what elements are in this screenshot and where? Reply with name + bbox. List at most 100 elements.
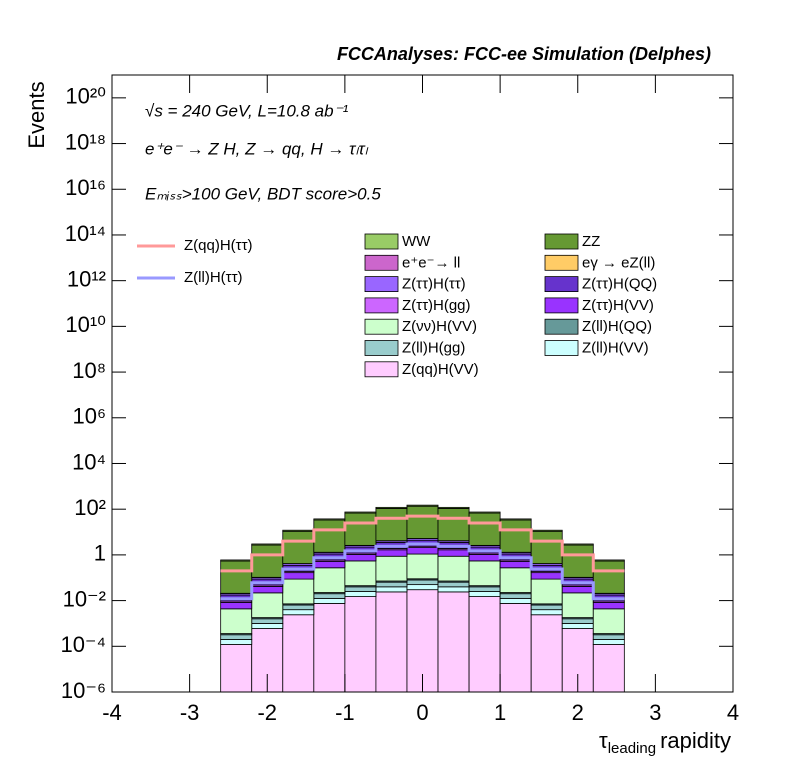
histogram-bar <box>437 586 470 593</box>
histogram-bar <box>406 504 439 507</box>
histogram-bar <box>220 634 253 640</box>
histogram-bar <box>437 591 470 693</box>
histogram-bar <box>313 519 346 553</box>
histogram-bar <box>468 560 501 587</box>
histogram-bar <box>282 572 315 580</box>
y-tick-label: 10⁻⁶ <box>61 678 106 703</box>
y-tick-label: 10²⁰ <box>65 84 106 109</box>
histogram-bar <box>251 585 284 594</box>
histogram-bar <box>468 554 501 562</box>
histogram-bar <box>344 554 377 562</box>
histogram-bar <box>468 591 501 597</box>
histogram-bar <box>375 506 408 509</box>
histogram-bar <box>282 604 315 611</box>
x-tick-label: 0 <box>416 700 428 725</box>
histogram-bar <box>251 592 284 619</box>
histogram-bar <box>220 601 253 610</box>
y-tick-label: 10² <box>74 495 106 520</box>
histogram-bar <box>282 529 315 532</box>
histogram-bar <box>530 529 563 532</box>
histogram-bar <box>313 597 346 604</box>
histogram-bar <box>530 530 563 564</box>
histogram-bar <box>406 505 439 539</box>
legend-swatch <box>544 297 579 314</box>
histogram-bar <box>530 609 563 616</box>
legend-label: Z(ττ)H(gg) <box>402 297 471 314</box>
histogram-bar <box>344 596 377 693</box>
y-tick-label: 10¹⁰ <box>65 312 106 337</box>
histogram-bar <box>375 555 408 582</box>
histogram-bar <box>406 547 439 555</box>
y-tick-label: 10¹⁶ <box>65 175 106 200</box>
x-label-text: rapidity <box>660 728 731 753</box>
histogram-bar <box>282 578 315 605</box>
x-axis-label: τleading rapidity <box>599 728 731 757</box>
histogram-bar <box>592 634 625 640</box>
histogram-bar <box>375 508 408 542</box>
x-label-symbol: τ <box>599 728 608 753</box>
annotation: √s = 240 GeV, L=10.8 ab⁻¹ <box>145 101 349 120</box>
histogram-bar <box>282 530 315 564</box>
histogram-bar <box>499 519 532 553</box>
histogram-bar <box>375 549 408 557</box>
histogram-bar <box>220 639 253 645</box>
histogram-bar <box>561 618 594 624</box>
histogram-bar <box>437 555 470 582</box>
annotation: Eₘᵢₛₛ>100 GeV, BDT score>0.5 <box>145 184 381 203</box>
histogram-bar <box>344 586 377 592</box>
chart-title: FCCAnalyses: FCC-ee Simulation (Delphes) <box>337 44 711 64</box>
legend-label: Z(ττ)H(VV) <box>582 297 654 314</box>
histogram-bar <box>406 579 439 586</box>
histogram-bar <box>251 543 284 546</box>
histogram-bar <box>344 511 377 514</box>
legend-swatch <box>364 361 399 378</box>
histogram-bar <box>499 518 532 521</box>
histogram-bar <box>220 559 253 562</box>
histogram-bar <box>375 581 408 588</box>
x-label-subscript: leading <box>608 740 656 757</box>
y-tick-label: 1 <box>94 541 106 566</box>
legend-swatch <box>544 276 579 293</box>
legend-swatch <box>364 340 399 356</box>
legend-label: Z(νν)H(VV) <box>402 318 477 335</box>
legend-label: e⁺e⁻→ ll <box>402 254 460 271</box>
y-axis-label: Events <box>24 81 49 148</box>
histogram-bar <box>437 549 470 557</box>
legend-swatch <box>364 276 399 293</box>
x-tick-label: -4 <box>102 700 122 725</box>
x-tick-label: 2 <box>572 700 584 725</box>
x-tick-label: 3 <box>649 700 661 725</box>
legend-label: Z(ll)H(QQ) <box>582 318 652 335</box>
histogram-bar <box>499 560 532 569</box>
histogram-bar <box>468 586 501 592</box>
y-tick-label: 10⁻⁴ <box>60 632 106 657</box>
histogram-bar <box>313 518 346 521</box>
y-tick-label: 10⁴ <box>72 449 106 474</box>
y-tick-label: 10¹² <box>67 266 106 291</box>
histogram-bar <box>561 543 594 546</box>
histogram-bar <box>375 586 408 593</box>
histogram-bar <box>437 508 470 542</box>
histogram-bar <box>561 592 594 619</box>
histogram-bar <box>592 560 625 594</box>
overlay-line <box>220 542 625 601</box>
histogram-bar <box>468 511 501 514</box>
legend-swatch <box>364 297 399 314</box>
histogram-bar <box>468 596 501 693</box>
legend-swatch <box>544 340 579 356</box>
histogram-bar <box>561 544 594 578</box>
y-tick-label: 10¹⁴ <box>65 221 106 246</box>
legend-swatch <box>544 254 579 271</box>
legend-swatch <box>544 233 579 250</box>
histogram-bar <box>499 597 532 604</box>
histogram-bar <box>406 553 439 580</box>
y-tick-label: 10⁸ <box>72 358 106 383</box>
histogram-bar <box>499 593 532 599</box>
legend-label: Z(ττ)H(ττ) <box>402 276 466 293</box>
histogram-bar <box>468 512 501 546</box>
y-tick-label: 10⁻² <box>63 586 106 611</box>
histogram-bar <box>313 593 346 599</box>
histogram-bar <box>220 608 253 634</box>
histogram-bar <box>313 603 346 693</box>
histogram-bar <box>313 560 346 569</box>
